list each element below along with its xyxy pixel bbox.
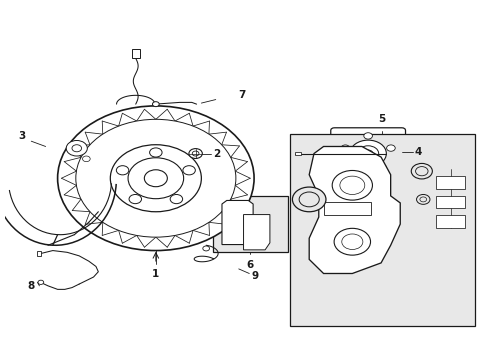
Circle shape [203, 246, 209, 251]
Text: 3: 3 [18, 131, 25, 141]
Circle shape [152, 102, 159, 107]
Circle shape [76, 119, 235, 237]
Circle shape [188, 149, 202, 158]
Circle shape [149, 148, 162, 157]
Bar [132, 49, 139, 58]
Circle shape [292, 187, 325, 212]
Circle shape [116, 166, 128, 175]
Text: 8: 8 [27, 281, 35, 291]
Bar [435, 196, 464, 208]
Circle shape [128, 158, 183, 199]
Circle shape [363, 150, 372, 157]
Circle shape [170, 194, 182, 204]
Circle shape [415, 167, 427, 176]
Text: 1: 1 [152, 269, 159, 279]
Circle shape [410, 163, 431, 179]
Circle shape [58, 106, 254, 251]
Circle shape [299, 192, 319, 207]
Circle shape [416, 194, 429, 204]
Circle shape [363, 133, 372, 139]
Circle shape [377, 165, 386, 171]
Text: 2: 2 [213, 149, 220, 159]
Bar [435, 176, 464, 189]
Bar [323, 202, 371, 215]
Circle shape [349, 165, 358, 171]
Circle shape [192, 151, 199, 156]
Circle shape [183, 166, 195, 175]
Circle shape [38, 280, 43, 284]
Polygon shape [243, 215, 269, 250]
Circle shape [419, 197, 426, 202]
FancyBboxPatch shape [330, 128, 405, 179]
Circle shape [357, 146, 378, 161]
Circle shape [82, 156, 90, 162]
Circle shape [333, 228, 370, 255]
Polygon shape [222, 201, 253, 244]
Circle shape [72, 145, 81, 152]
Circle shape [66, 140, 87, 156]
Circle shape [110, 145, 201, 212]
Text: 6: 6 [246, 260, 254, 270]
Bar [435, 215, 464, 228]
Text: 5: 5 [378, 113, 385, 123]
Circle shape [331, 171, 372, 200]
Text: 4: 4 [414, 148, 421, 157]
Circle shape [129, 194, 141, 204]
Circle shape [341, 234, 362, 249]
Circle shape [349, 140, 386, 167]
Text: 7: 7 [238, 90, 245, 100]
Bar [213, 196, 287, 252]
Polygon shape [308, 147, 399, 274]
Bar [289, 134, 473, 327]
Bar [294, 152, 300, 155]
Bar [38, 251, 41, 256]
Circle shape [339, 176, 364, 194]
Text: 9: 9 [251, 271, 258, 281]
Circle shape [340, 145, 349, 151]
Circle shape [386, 145, 394, 151]
Circle shape [144, 170, 167, 187]
